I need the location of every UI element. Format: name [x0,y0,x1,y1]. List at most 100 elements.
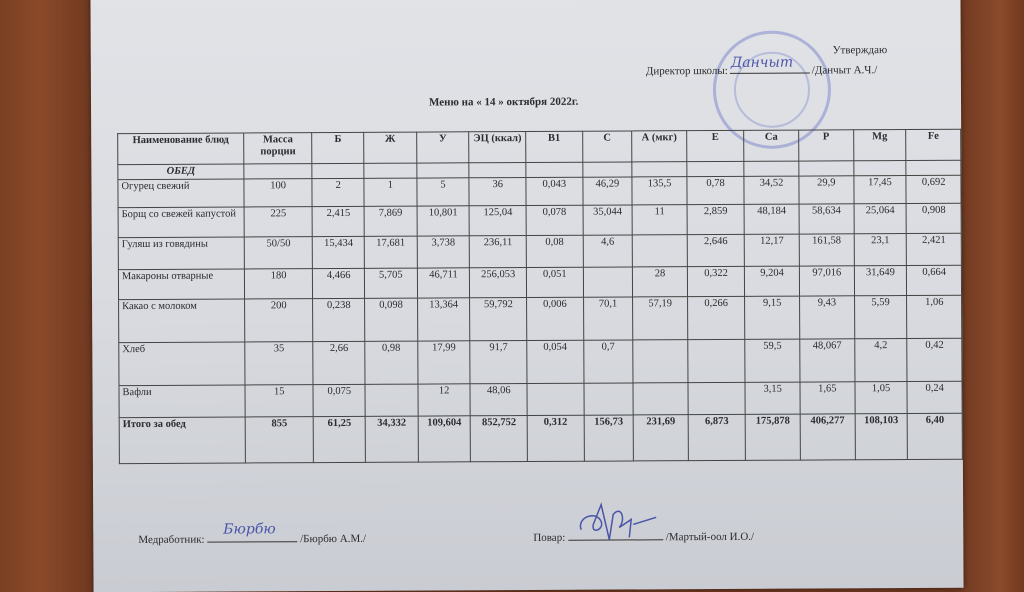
table-cell: 12,17 [744,234,800,267]
table-cell: 28 [632,266,688,297]
table-cell: 0,7 [583,339,634,384]
table-cell: 4,6 [582,234,633,268]
table-cell: 0,322 [687,266,745,297]
table-cell: 59,5 [745,339,800,383]
table-cell: 2,859 [686,204,745,235]
table-cell [686,161,745,177]
table-cell: 852,752 [470,415,528,462]
column-header: А (мкг) [631,130,687,162]
table-cell: 0,006 [526,297,584,341]
dish-name: Гуляш из говядины [118,236,245,270]
table-cell: 2,66 [313,341,366,385]
column-header: Масса порции [243,132,313,164]
table-cell: 35,044 [582,204,633,236]
medic-signature: Бюрбю [223,521,276,538]
table-cell: 6,40 [907,413,963,460]
table-cell [853,160,907,176]
dish-name: Какао с молоком [118,298,245,343]
table-cell: 2,421 [906,233,962,266]
table-cell: 17,681 [364,236,418,269]
table-cell [312,163,365,179]
table-cell [687,339,746,383]
table-cell: 135,5 [632,176,687,205]
menu-title: Меню на « 14 » октября 2022г. [428,95,579,109]
table-cell: 0,266 [687,296,746,340]
table-cell: 97,016 [799,265,855,297]
table-cell [243,163,313,179]
table-cell: 175,878 [745,414,801,461]
table-cell: 0,24 [907,381,963,414]
table-cell: 9,43 [799,295,855,340]
dish-name: Огурец свежий [117,178,245,208]
table-cell: 9,204 [744,266,800,297]
table-cell: 0,098 [364,298,418,342]
table-cell: 48,184 [744,204,800,235]
table-cell: 0,98 [364,341,418,385]
table-cell [632,161,687,177]
column-header: Са [743,130,799,162]
table-cell: 231,69 [633,414,689,461]
table-cell: 0,312 [527,415,584,462]
column-header: Наименование блюд [117,132,244,165]
table-cell [527,383,584,416]
table-cell: 1,65 [799,381,855,415]
column-header: Б [312,132,364,164]
table-cell: 109,604 [417,415,471,463]
total-row: Итого за обед 855 61,25 34,332 109,604 852,75… [119,413,963,464]
table-cell: 34,52 [744,176,800,205]
table-cell: 100 [243,178,313,207]
table-cell: 5,59 [854,295,908,339]
dish-name: Вафли [118,384,246,418]
approve-label: Утверждаю [832,44,888,57]
table-cell: 50/50 [244,236,313,269]
column-header: Ж [363,132,417,164]
table-cell: 855 [245,416,314,463]
director-name: /Данчыт А.Ч./ [811,64,878,77]
column-header: ЭЦ (ккал) [469,131,526,163]
cook-signature [579,502,657,540]
column-header: Е [686,130,745,162]
table-cell [582,266,633,298]
table-cell: 31,649 [854,265,907,296]
menu-table: Наименование блюд Масса порции Б Ж У ЭЦ (ккал… [117,129,963,464]
table-cell: 3,15 [745,382,801,415]
table-cell: 1,06 [906,295,962,339]
table-cell: 9,15 [744,296,800,340]
table-cell: 5,705 [364,268,418,299]
table-cell: 58,634 [799,203,854,235]
table-cell: 61,25 [313,416,366,463]
column-header: Mg [853,129,907,161]
table-cell: 5 [416,177,470,207]
table-cell: 156,73 [583,414,634,462]
table-cell: 0,078 [526,205,583,236]
cook-name: /Мартый-оол И.О./ [665,530,755,544]
table-cell: 34,332 [365,416,419,463]
table-cell: 2 [312,178,365,207]
header-row: Наименование блюд Масса порции Б Ж У ЭЦ (ккал… [117,129,961,165]
table-cell [633,339,688,383]
table-row: Какао с молоком 200 0,238 0,098 13,364 59,792… [118,295,962,343]
table-cell [365,384,418,417]
table-cell: 161,58 [799,233,855,267]
table-cell: 46,29 [582,176,633,206]
table-cell [583,382,634,416]
table-cell: 108,103 [854,413,908,460]
column-header: У [416,131,470,164]
table-row: Огурец свежий 100 2 1 5 36 0,043 46,29 135,5 0,78… [117,175,962,208]
dish-name: Хлеб [118,341,245,386]
table-cell [469,162,527,178]
signature-line [729,72,810,74]
table-cell: 7,869 [364,206,417,237]
section-label: ОБЕД [117,163,244,180]
table-cell: 4,2 [854,338,908,382]
table-cell: 3,738 [416,235,470,269]
column-header: Р [798,129,854,162]
table-cell [687,382,746,415]
table-cell [582,161,633,178]
medic-name: /Бюрбю А.М./ [300,532,367,546]
table-cell: 0,075 [313,384,366,417]
table-cell [363,163,417,179]
table-cell: 0,051 [526,267,584,298]
table-cell: 46,711 [417,267,471,299]
table-cell: 1 [364,178,417,207]
